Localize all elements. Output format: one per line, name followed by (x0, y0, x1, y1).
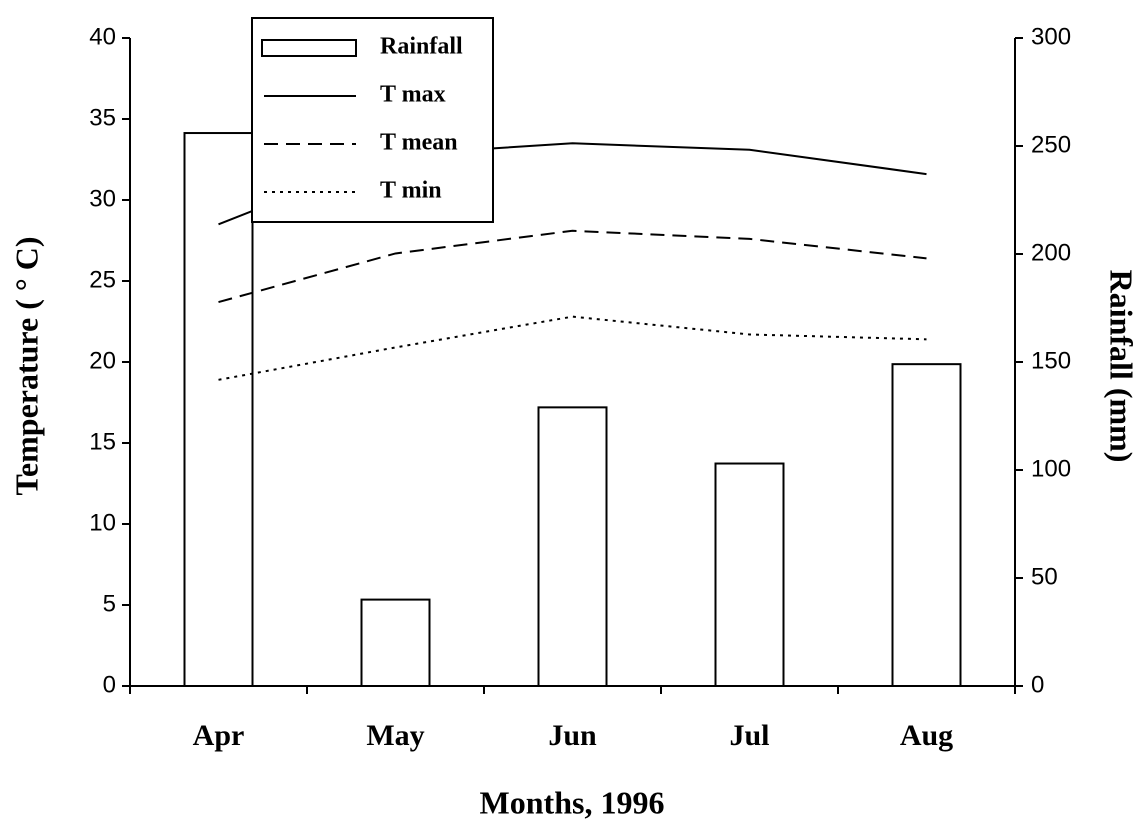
legend-label: T max (380, 82, 446, 108)
y2-tick-label: 300 (1031, 23, 1071, 50)
y-tick-label: 15 (89, 428, 116, 455)
legend-swatch (261, 39, 357, 57)
y-tick-label: 0 (103, 671, 116, 698)
y-tick-label: 20 (89, 347, 116, 374)
legend-label: T mean (380, 130, 458, 156)
y-tick-label: 40 (89, 23, 116, 50)
bar (537, 406, 608, 687)
y2-tick-label: 150 (1031, 347, 1071, 374)
y-tick-label: 5 (103, 590, 116, 617)
y2-tick-label: 100 (1031, 455, 1071, 482)
y2-tick-label: 50 (1031, 563, 1058, 590)
x-tick-label: Jun (548, 719, 597, 752)
x-tick-label: May (366, 719, 424, 752)
x-tick-label: Apr (193, 719, 245, 752)
bar (360, 598, 431, 687)
x-tick-label: Jul (729, 719, 769, 752)
y-tick-label: 10 (89, 509, 116, 536)
bar (891, 363, 962, 687)
y-tick-label: 30 (89, 185, 116, 212)
x-tick-label: Aug (900, 719, 953, 752)
y-tick-label: 35 (89, 104, 116, 131)
x-axis-title: Months, 1996 (480, 784, 665, 820)
bar (714, 462, 785, 687)
y2-tick-label: 0 (1031, 671, 1044, 698)
legend: Rainfall T max T mean T min (251, 17, 494, 223)
legend-label: T min (380, 178, 442, 204)
legend-label: Rainfall (380, 34, 463, 60)
y-axis-title: Temperature ( ° C) (8, 237, 44, 496)
y-tick-label: 25 (89, 266, 116, 293)
line (218, 229, 927, 304)
y2-tick-label: 200 (1031, 239, 1071, 266)
y2-tick-label: 250 (1031, 131, 1071, 158)
y2-axis-title: Rainfall (mm) (1104, 270, 1140, 463)
bar (183, 132, 254, 688)
